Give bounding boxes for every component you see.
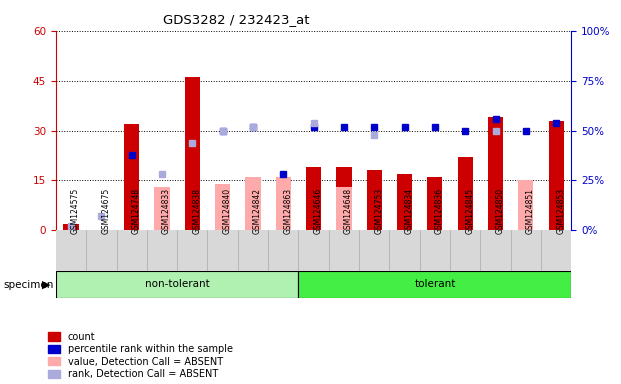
Bar bbox=[458, 157, 473, 230]
Bar bbox=[155, 187, 170, 230]
Legend: count, percentile rank within the sample, value, Detection Call = ABSENT, rank, : count, percentile rank within the sample… bbox=[48, 332, 233, 379]
Text: GSM124842: GSM124842 bbox=[253, 188, 262, 233]
Text: GSM124675: GSM124675 bbox=[101, 187, 111, 233]
Bar bbox=[397, 174, 412, 230]
Bar bbox=[245, 177, 261, 230]
Bar bbox=[185, 77, 200, 230]
Bar bbox=[427, 177, 442, 230]
Text: GSM124748: GSM124748 bbox=[132, 187, 141, 233]
Text: GSM124648: GSM124648 bbox=[344, 187, 353, 233]
Text: GSM124836: GSM124836 bbox=[435, 187, 444, 233]
Text: GSM124853: GSM124853 bbox=[556, 187, 565, 233]
Text: GSM124840: GSM124840 bbox=[223, 187, 232, 233]
Text: GSM124851: GSM124851 bbox=[526, 188, 535, 233]
Text: GDS3282 / 232423_at: GDS3282 / 232423_at bbox=[163, 13, 309, 26]
Bar bbox=[519, 180, 533, 230]
Text: GSM124646: GSM124646 bbox=[314, 187, 322, 233]
Text: specimen: specimen bbox=[3, 280, 53, 290]
Bar bbox=[488, 117, 503, 230]
Text: GSM124863: GSM124863 bbox=[283, 187, 292, 233]
Bar bbox=[548, 121, 564, 230]
Bar bbox=[56, 271, 299, 298]
Bar bbox=[337, 187, 351, 230]
Bar bbox=[215, 184, 230, 230]
Text: non-tolerant: non-tolerant bbox=[145, 279, 209, 289]
Text: tolerant: tolerant bbox=[414, 279, 456, 289]
Text: GSM124575: GSM124575 bbox=[71, 187, 80, 233]
Bar bbox=[124, 124, 139, 230]
Bar bbox=[276, 177, 291, 230]
Text: ▶: ▶ bbox=[42, 280, 51, 290]
Bar bbox=[63, 224, 79, 230]
Bar bbox=[366, 170, 382, 230]
Bar bbox=[276, 177, 291, 230]
Bar bbox=[306, 167, 321, 230]
Text: GSM124753: GSM124753 bbox=[374, 187, 383, 233]
Text: GSM124850: GSM124850 bbox=[496, 187, 504, 233]
Bar bbox=[337, 167, 351, 230]
Text: GSM124845: GSM124845 bbox=[465, 187, 474, 233]
Text: GSM124834: GSM124834 bbox=[404, 187, 414, 233]
Text: GSM124838: GSM124838 bbox=[193, 188, 201, 233]
Bar bbox=[299, 271, 571, 298]
Text: GSM124833: GSM124833 bbox=[162, 187, 171, 233]
